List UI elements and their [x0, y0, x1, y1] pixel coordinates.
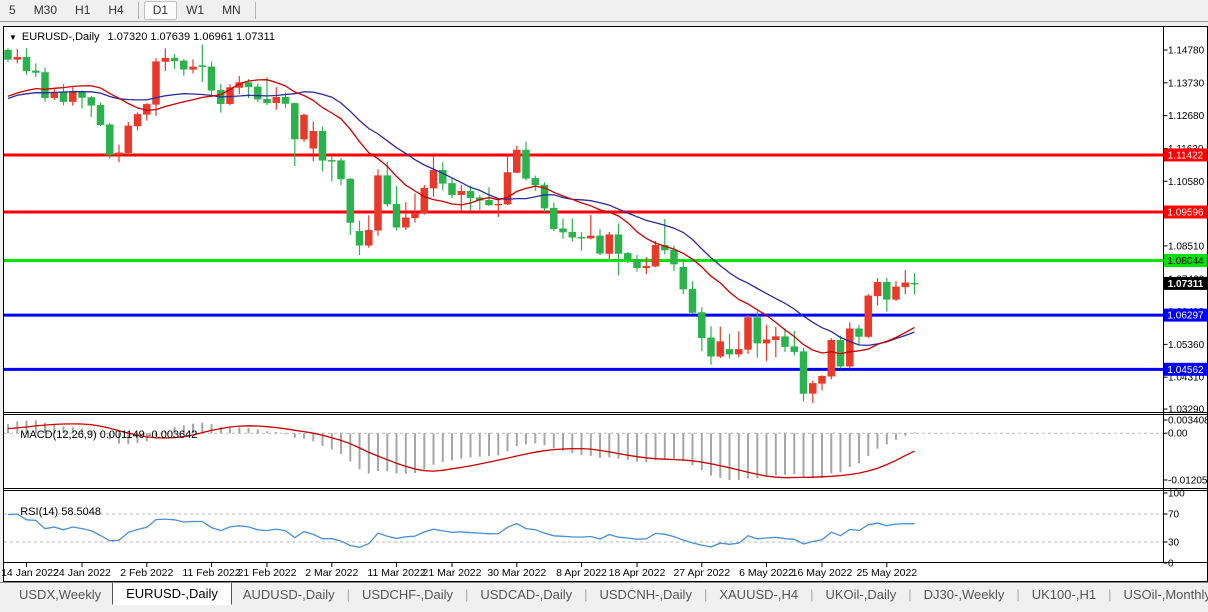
- price-level-badges: 1.11422 1.09596 1.08044 1.06297 1.04562 1.073…: [1164, 148, 1207, 376]
- tab-separator: |: [464, 587, 469, 602]
- svg-text:1.09596: 1.09596: [1167, 208, 1204, 219]
- tab-usdchf-daily[interactable]: USDCHF-,Daily: [361, 587, 453, 602]
- tab-separator: |: [703, 587, 708, 602]
- date-axis-label: 2 Mar 2022: [305, 567, 358, 579]
- macd-signal-line: [7, 423, 915, 479]
- tab-eurusd-daily[interactable]: EURUSD-,Daily: [112, 583, 232, 605]
- ma-slow-line: [7, 91, 915, 347]
- svg-text:1.11422: 1.11422: [1168, 150, 1204, 161]
- tab-separator: |: [810, 587, 814, 602]
- symbol-tab-bar: USDX,Weekly EURUSD-,Daily AUDUSD-,Daily | US…: [0, 582, 1208, 606]
- tab-xauusd-h4[interactable]: XAUUSD-,H4: [719, 587, 799, 602]
- timeframe-button-w1[interactable]: W1: [186, 3, 205, 17]
- price-axis-label: 1.13730: [1168, 78, 1205, 89]
- date-axis-label: 16 May 2022: [792, 567, 853, 579]
- tab-separator: |: [346, 587, 350, 602]
- tab-usdcad-daily[interactable]: USDCAD-,Daily: [480, 587, 573, 602]
- tab-separator: |: [584, 587, 588, 602]
- timeframe-button-h4[interactable]: H4: [108, 3, 124, 17]
- timeframe-button-5[interactable]: 5: [9, 3, 16, 17]
- rsi-pane: 100 70 30 0: [4, 489, 1185, 570]
- macd-pane: 0.003408 0.00 -0.012058: [4, 415, 1208, 486]
- timeframe-toolbar: 5 M30 H1 H4 D1 W1 MN: [0, 0, 1208, 22]
- rsi-axis-label: 100: [1168, 489, 1185, 500]
- price-level-badge: [1164, 205, 1207, 219]
- ma-fast-line: [7, 79, 915, 355]
- date-axis-label: 30 Mar 2022: [487, 567, 546, 579]
- price-axis-label: 1.08510: [1168, 241, 1205, 252]
- support-resistance-lines[interactable]: [4, 153, 1163, 371]
- date-axis-label: 21 Mar 2022: [423, 567, 482, 579]
- timeframe-button-h1[interactable]: H1: [75, 3, 91, 17]
- date-axis-label: 21 Feb 2022: [238, 567, 297, 579]
- date-axis-label: 6 May 2022: [739, 567, 794, 579]
- svg-text:1.08044: 1.08044: [1167, 256, 1204, 267]
- rsi-axis-label: 70: [1168, 510, 1180, 521]
- rsi-axis-label: 30: [1168, 538, 1180, 549]
- tab-separator: |: [908, 587, 912, 602]
- tab-audusd-daily[interactable]: AUDUSD-,Daily: [242, 587, 335, 602]
- svg-text:1.07311: 1.07311: [1168, 279, 1204, 290]
- price-axis-label: 1.14780: [1168, 46, 1205, 57]
- price-axis-label: 1.10580: [1168, 177, 1205, 188]
- tab-separator: |: [1016, 587, 1020, 602]
- tab-uk100-h1[interactable]: UK100-,H1: [1031, 587, 1097, 602]
- tab-ukoil-daily[interactable]: UKOil-,Daily: [825, 587, 897, 602]
- toolbar-separator: [137, 2, 139, 19]
- toolbar-separator: [254, 2, 256, 19]
- timeframe-button-m30[interactable]: M30: [33, 3, 58, 17]
- date-axis-label: 14 Jan 2022: [1, 567, 59, 579]
- price-axis-label: 1.03290: [1168, 405, 1205, 416]
- rsi-axis-label: 0: [1168, 559, 1174, 570]
- svg-text:1.06297: 1.06297: [1167, 311, 1204, 322]
- price-level-badge: [1164, 362, 1207, 376]
- tab-usdx-weekly[interactable]: USDX,Weekly: [19, 587, 102, 602]
- date-axis-label: 8 Apr 2022: [556, 567, 607, 579]
- candlestick-series: [4, 44, 919, 404]
- date-axis-label: 25 May 2022: [856, 567, 917, 579]
- svg-text:1.04562: 1.04562: [1167, 365, 1204, 376]
- price-level-badge: [1164, 148, 1207, 162]
- price-axis-label: 1.04310: [1168, 373, 1205, 384]
- current-price-badge: [1164, 276, 1207, 290]
- price-level-badge: [1164, 254, 1207, 267]
- tab-separator: |: [1108, 587, 1112, 602]
- date-axis-label: 2 Feb 2022: [120, 567, 173, 579]
- price-level-badge: [1164, 308, 1207, 322]
- date-axis-label: 11 Mar 2022: [367, 567, 425, 579]
- date-axis-label: 27 Apr 2022: [673, 567, 730, 579]
- rsi-line: [7, 513, 915, 548]
- macd-axis-label: 0.00: [1168, 429, 1188, 440]
- date-axis-label: 18 Apr 2022: [609, 567, 666, 579]
- tab-usdcnh-daily[interactable]: USDCNH-,Daily: [599, 587, 692, 602]
- macd-axis-label: 0.003408: [1168, 415, 1208, 426]
- tab-dj30-weekly[interactable]: DJ30-,Weekly: [923, 587, 1005, 602]
- timeframe-button-mn[interactable]: MN: [222, 3, 241, 17]
- price-axis-label: 1.12680: [1168, 111, 1205, 122]
- tab-usoil-monthly[interactable]: USOil-,Monthly: [1123, 587, 1208, 602]
- timeframe-button-d1[interactable]: D1: [143, 1, 178, 20]
- price-axis-label: 1.05360: [1168, 340, 1205, 351]
- date-axis-label: 11 Feb 2022: [182, 567, 240, 579]
- macd-axis-label: -0.012058: [1168, 475, 1208, 486]
- date-axis-label: 24 Jan 2022: [53, 567, 111, 579]
